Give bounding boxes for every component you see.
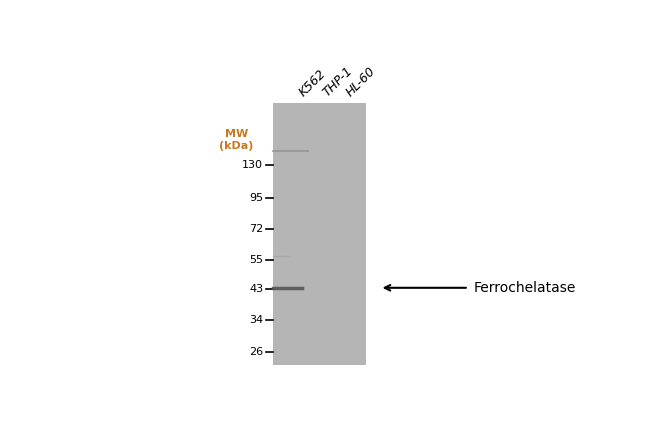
Text: MW
(kDa): MW (kDa): [219, 129, 254, 151]
Text: Ferrochelatase: Ferrochelatase: [473, 281, 576, 295]
Text: 34: 34: [249, 315, 263, 325]
Text: THP-1: THP-1: [320, 64, 355, 99]
Bar: [274, 103, 367, 365]
Text: 55: 55: [249, 255, 263, 265]
Text: 26: 26: [249, 347, 263, 357]
Text: 95: 95: [249, 193, 263, 203]
Text: 43: 43: [249, 284, 263, 294]
Text: 130: 130: [242, 160, 263, 170]
Text: HL-60: HL-60: [343, 65, 378, 99]
Text: 72: 72: [249, 224, 263, 234]
Text: K562: K562: [296, 67, 329, 99]
